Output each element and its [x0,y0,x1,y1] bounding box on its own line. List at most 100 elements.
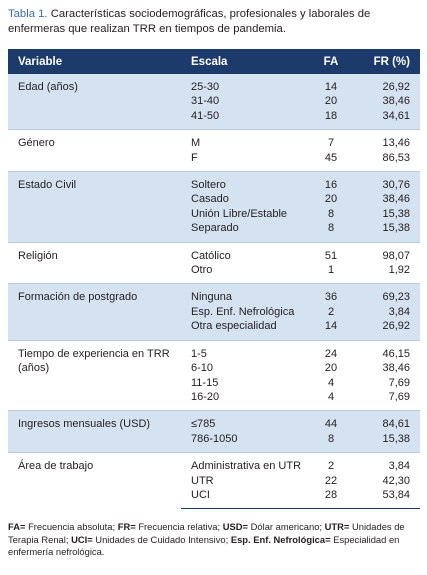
footnote-abbr: FR= [117,521,136,532]
fr-cell: 15,38 [350,431,420,453]
footnote-abbr: Esp. Enf. Nefrológica= [230,533,331,545]
fr-cell: 53,84 [350,487,420,510]
variable-cell: Estado Civil [8,171,181,243]
table: Variable Escala FA FR (%) Edad (años) 25-30 1… [8,49,420,510]
scale-cell: Soltero [181,171,312,193]
fa-cell: 16 [312,171,350,193]
variable-cell: Tiempo de experiencia en TRR (años) [8,339,181,411]
table-row: Área de trabajo Administrativa en UTR 2 3,8… [8,452,420,509]
fr-cell: 69,23 [350,283,420,305]
header-row: Variable Escala FA FR (%) [8,49,420,74]
table-row: Género M 7 13,46 [8,129,420,172]
fa-cell: 28 [312,487,350,510]
fr-cell: 86,53 [382,151,410,164]
variable-cell: Religión [8,241,181,284]
scale-cell: Otra especialidad [181,319,312,341]
scale-cell: 31-40 [181,94,312,109]
fr-cell: 13,46 [350,129,420,151]
fa-cell: 44 [312,410,350,432]
footnote-text: Dólar americano; [250,521,323,532]
column-header: FR (%) [350,49,420,74]
table-row: Casado 20 38,46 [8,192,420,207]
caption-text: Características sociodemográficas, profe… [8,8,371,35]
fa-cell: 8 [312,221,350,243]
fr-cell: 34,61 [350,108,420,130]
scale-cell: Separado [181,221,312,243]
fr-cell: 15,38 [350,206,420,222]
fr-cell: 15,38 [350,221,420,243]
fr-cell: 26,92 [350,74,420,95]
table-body: Edad (años) 25-30 14 26,92 31-40 20 38,46 41-50… [8,74,420,510]
fa-cell: 2 [312,304,350,320]
variable-cell: Edad (años) [8,74,181,130]
scale-cell: 6-10 [191,362,214,375]
table-row: Esp. Enf. Nefrológica 2 3,84 [8,304,420,320]
fa-cell: 20 [312,192,350,207]
scale-cell: F [191,151,198,164]
scale-cell: 786-1050 [181,431,312,453]
footnote-text: Unidades de Cuidado Intensivo; [95,533,229,545]
footnote-text: Especialidad en enfermería nefrológica. [8,533,400,558]
column-header: Variable [8,49,181,74]
column-header: FA [312,49,350,74]
table-row: Tiempo de experiencia en TRR (años) 1-5 24… [8,339,420,411]
scale-cell: M [181,129,312,151]
variable-cell: Ingresos mensuales (USD) [8,410,181,453]
fa-cell: 8 [312,206,350,222]
fr-cell: 84,61 [350,410,420,432]
table-row: F 45 86,53 [8,151,420,172]
fr-cell: 3,84 [350,452,420,474]
fa-cell: 22 [324,474,338,487]
fa-cell: 20 [312,94,350,109]
table-row: UTR 22 42,30 [8,474,420,488]
scale-cell: Esp. Enf. Nefrológica [181,304,312,320]
scale-cell: 25-30 [181,74,312,95]
fa-cell: 51 [312,241,350,264]
table-row: Otra especialidad 14 26,92 [8,319,420,341]
caption: Tabla 1. Características sociodemográfic… [8,7,418,37]
scale-cell: Casado [181,192,312,207]
fr-cell: 30,76 [350,171,420,193]
fa-cell: 45 [324,151,338,164]
footnote-text: Frecuencia relativa; [138,521,221,532]
table-row: UCI 28 53,84 [8,487,420,510]
table-row: Religión Católico 51 98,07 [8,241,420,284]
fa-cell: 8 [312,431,350,453]
table-row: 16-20 4 7,69 [8,390,420,411]
fr-cell: 38,46 [350,192,420,207]
fa-cell: 1 [327,264,335,277]
footnote-text: Unidades de Terapia Renal; [8,521,405,545]
table-row: 6-10 20 38,46 [8,361,420,375]
fa-cell: 14 [312,319,350,341]
variable-cell: Área de trabajo [8,452,181,509]
table-row: Edad (años) 25-30 14 26,92 [8,74,420,130]
table-row: 11-15 4 7,69 [8,376,420,390]
fr-cell: 26,92 [350,319,420,341]
fr-cell: 7,69 [388,376,410,389]
footnote-abbr: USD= [222,521,249,532]
fa-cell: 4 [327,376,335,389]
fa-cell: 2 [312,452,350,474]
fa-cell: 4 [327,390,335,403]
scale-cell: UTR [191,474,214,487]
table-row: Formación de postgrado Ninguna 36 69,23 [8,283,420,341]
fr-cell: 3,84 [350,304,420,320]
fr-cell: 1,92 [388,264,410,277]
fa-cell: 36 [312,283,350,305]
fa-cell: 18 [312,108,350,130]
table-row: 31-40 20 38,46 [8,94,420,109]
fr-cell: 7,69 [388,390,410,403]
fa-cell: 24 [312,339,350,362]
scale-cell: 16-20 [191,390,220,403]
scale-cell: 41-50 [181,108,312,130]
footnote-abbr: UTR= [324,521,350,532]
caption-label: Tabla 1. [8,8,48,20]
table-row: Estado Civil Soltero 16 30,76 [8,171,420,243]
scale-cell: Otro [191,264,213,277]
variable-cell: Formación de postgrado [8,283,181,341]
footnote: FA= Frecuencia absoluta; FR= Frecuencia … [8,521,420,559]
table-row: 786-1050 8 15,38 [8,431,420,453]
scale-cell: Católico [181,241,312,264]
table-row: Ingresos mensuales (USD) ≤785 44 84,61 [8,410,420,453]
